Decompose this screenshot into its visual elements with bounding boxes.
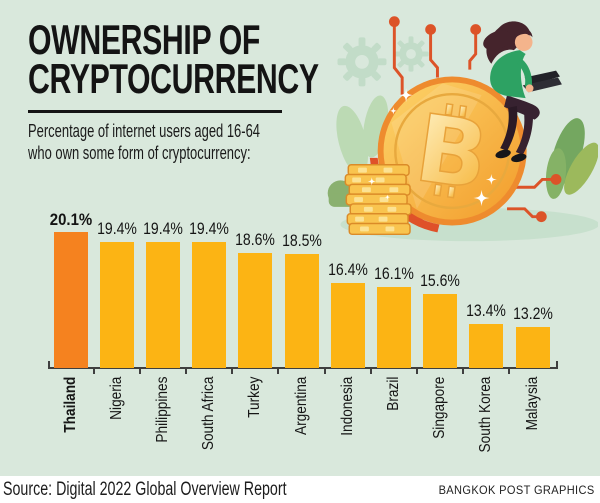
bar-value-label: 20.1%: [49, 210, 92, 229]
axis-tick: [323, 368, 326, 374]
axis-tick: [185, 368, 187, 374]
bar: [330, 282, 365, 368]
bar-country-label: Brazil: [384, 376, 402, 411]
axis-tick: [92, 368, 95, 374]
bar-value-label: 16.4%: [327, 260, 368, 279]
title-underline: [28, 110, 282, 113]
bar-value-label: 13.4%: [466, 302, 507, 321]
bar: [99, 241, 134, 368]
bar-value-label: 13.2%: [512, 304, 553, 323]
bar: [53, 232, 88, 368]
bar-value-label: 19.4%: [96, 219, 137, 238]
page-title: OWNERSHIP OF CRYPTOCURRENCY: [28, 16, 319, 102]
sparkle-icon: [389, 88, 497, 207]
bar: [515, 326, 550, 368]
subtitle-line-1: Percentage of internet users aged 16-64: [28, 121, 260, 141]
source-text: Source: Digital 2022 Global Overview Rep…: [3, 478, 287, 500]
bar-country-label: Turkey: [246, 376, 264, 418]
axis-tick: [462, 368, 465, 374]
bar-country-label: Singapore: [431, 376, 449, 439]
bitcoin-coin-icon: B: [377, 76, 527, 226]
bar: [145, 241, 180, 368]
bar-country-label: Indonesia: [338, 376, 356, 436]
gear-icon: [393, 36, 429, 72]
bar-country-label: South Korea: [477, 376, 495, 453]
bar-country-label: Thailand: [61, 376, 79, 433]
bar-country-label: Argentina: [292, 376, 310, 435]
bar-value-label: 18.5%: [281, 231, 322, 250]
axis-tick: [231, 368, 234, 374]
axis-tick: [277, 368, 280, 374]
bar: [284, 253, 319, 368]
axis-tick: [369, 368, 372, 374]
crypto-illustration: B: [327, 16, 598, 242]
gear-icon: [337, 37, 387, 87]
bar-value-label: 19.4%: [142, 219, 183, 238]
bar-country-label: South Africa: [200, 376, 218, 451]
footer: Source: Digital 2022 Global Overview Rep…: [0, 476, 600, 503]
bar: [238, 252, 273, 368]
coin-stack-icon: [344, 164, 412, 236]
x-axis-line: [48, 367, 558, 369]
bar-country-label: Philippines: [153, 376, 171, 443]
plant-icon: [545, 118, 598, 199]
circuit-node-icon: [388, 16, 562, 223]
credit-text: BANGKOK POST GRAPHICS: [439, 482, 595, 497]
subtitle-line-2: who own some form of cryptocurrency:: [28, 143, 251, 163]
title-line-1: OWNERSHIP OF: [28, 16, 261, 63]
title-line-2: CRYPTOCURRENCY: [28, 55, 319, 102]
bar-country-label: Nigeria: [107, 376, 125, 420]
bar-value-label: 16.1%: [373, 264, 414, 283]
axis-end-tick: [48, 361, 50, 368]
circuit-line-icon: [392, 26, 553, 219]
axis-tick: [416, 368, 418, 374]
bar-chart: 20.1% Thailand 19.4% Nigeria 19.4% Philippine…: [48, 210, 558, 453]
axis-tick: [508, 368, 511, 374]
bar: [423, 293, 458, 368]
axis-end-tick: [556, 361, 558, 368]
bar: [192, 241, 227, 368]
axis-tick: [138, 368, 141, 374]
chart-subtitle: Percentage of internet users aged 16-64 …: [28, 120, 260, 164]
bar-value-label: 19.4%: [189, 219, 229, 238]
bar-value-label: 15.6%: [420, 271, 460, 290]
bar: [469, 324, 504, 368]
bar: [376, 286, 411, 368]
bar-country-label: Malaysia: [523, 376, 541, 431]
bar-value-label: 18.6%: [235, 230, 276, 249]
woman-with-laptop-illustration: [483, 21, 562, 163]
